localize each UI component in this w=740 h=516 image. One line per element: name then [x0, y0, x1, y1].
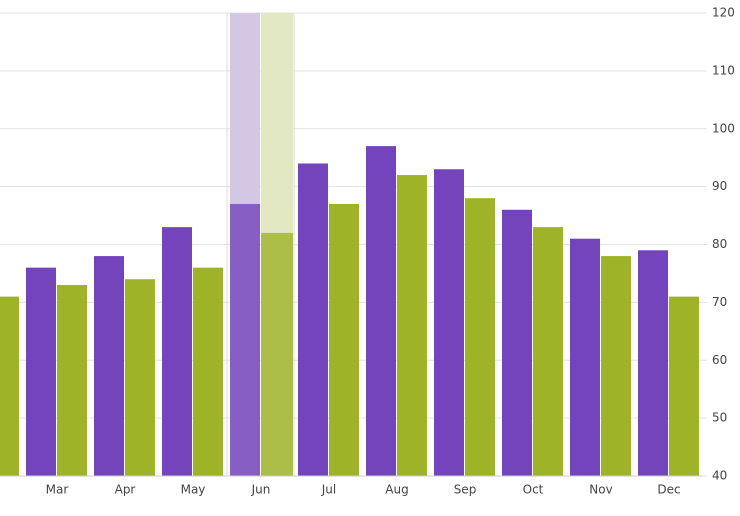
y-tick-label: 50 [712, 411, 727, 425]
bar [57, 285, 87, 476]
bar [26, 267, 56, 476]
x-tick-label: Oct [523, 483, 544, 497]
bar [193, 267, 223, 476]
x-tick-label: Jul [321, 483, 336, 497]
bar [366, 146, 396, 477]
x-tick-label: Mar [46, 483, 69, 497]
x-tick-label: Dec [657, 483, 680, 497]
y-tick-label: 70 [712, 295, 727, 309]
x-tick-label: Aug [385, 483, 408, 497]
bar [329, 203, 359, 477]
bar [397, 175, 427, 477]
y-tick-label: 40 [712, 469, 727, 483]
bar [638, 250, 668, 476]
bar [434, 169, 464, 476]
y-tick-label: 60 [712, 353, 727, 367]
x-tick-label: Nov [589, 483, 612, 497]
y-tick-label: 110 [712, 63, 735, 77]
y-tick-label: 100 [712, 121, 735, 135]
y-tick-label: 120 [712, 6, 735, 20]
bar [533, 227, 563, 476]
x-tick-label: May [181, 483, 206, 497]
bar [465, 198, 495, 476]
bar [0, 296, 19, 476]
bar [125, 279, 155, 476]
bar [230, 203, 260, 477]
x-tick-label: Sep [454, 483, 477, 497]
bar [162, 227, 192, 476]
x-tick-label: Jun [251, 483, 271, 497]
bar [502, 209, 532, 476]
bar [94, 256, 124, 476]
bar [669, 296, 699, 476]
y-tick-label: 90 [712, 179, 727, 193]
y-tick-label: 80 [712, 237, 727, 251]
bar [298, 163, 328, 476]
bar [570, 238, 600, 476]
bar [601, 256, 631, 476]
x-tick-label: Apr [115, 483, 136, 497]
bar [261, 232, 293, 476]
